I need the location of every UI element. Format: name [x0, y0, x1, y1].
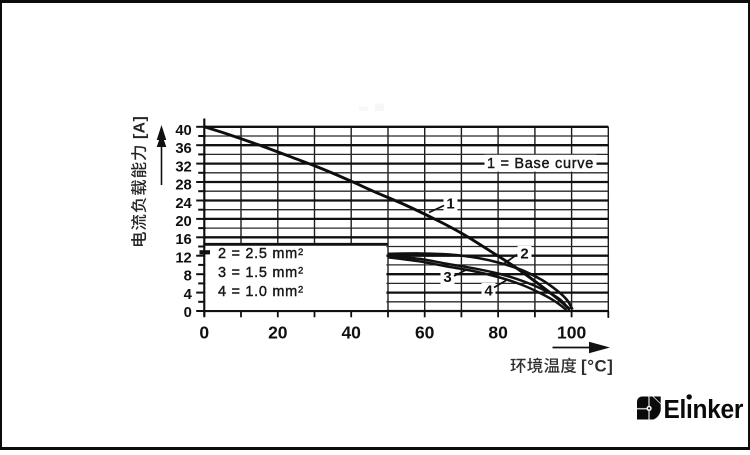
svg-text:12: 12 — [175, 250, 191, 266]
svg-text:40: 40 — [175, 123, 191, 139]
svg-text:1 = Base curve: 1 = Base curve — [487, 156, 594, 172]
svg-text:4: 4 — [184, 287, 193, 303]
svg-text:20: 20 — [268, 323, 288, 343]
svg-text:Elinker: Elinker — [664, 395, 744, 424]
svg-text:20: 20 — [175, 214, 191, 230]
svg-text:2 = 2.5 mm2: 2 = 2.5 mm2 — [218, 246, 304, 262]
svg-text:1: 1 — [446, 196, 454, 213]
svg-text:4 = 1.0 mm2: 4 = 1.0 mm2 — [218, 284, 304, 300]
svg-text:3: 3 — [443, 269, 451, 286]
svg-text:2: 2 — [520, 246, 528, 263]
svg-text:4: 4 — [484, 283, 493, 300]
svg-text:[A]: [A] — [132, 116, 149, 139]
svg-text:100: 100 — [557, 323, 586, 343]
svg-text:16: 16 — [175, 232, 191, 248]
svg-text:[°C]: [°C] — [581, 357, 613, 376]
svg-text:60: 60 — [415, 323, 435, 343]
svg-text:80: 80 — [488, 323, 508, 343]
svg-text:36: 36 — [175, 141, 191, 157]
svg-text:24: 24 — [175, 196, 192, 212]
svg-text:8: 8 — [184, 269, 192, 285]
svg-text:32: 32 — [175, 159, 191, 175]
svg-text:40: 40 — [341, 323, 361, 343]
svg-text:28: 28 — [175, 178, 191, 194]
svg-text:3 = 1.5 mm2: 3 = 1.5 mm2 — [218, 265, 304, 281]
svg-text:0: 0 — [184, 305, 192, 321]
svg-text:0: 0 — [199, 323, 209, 343]
